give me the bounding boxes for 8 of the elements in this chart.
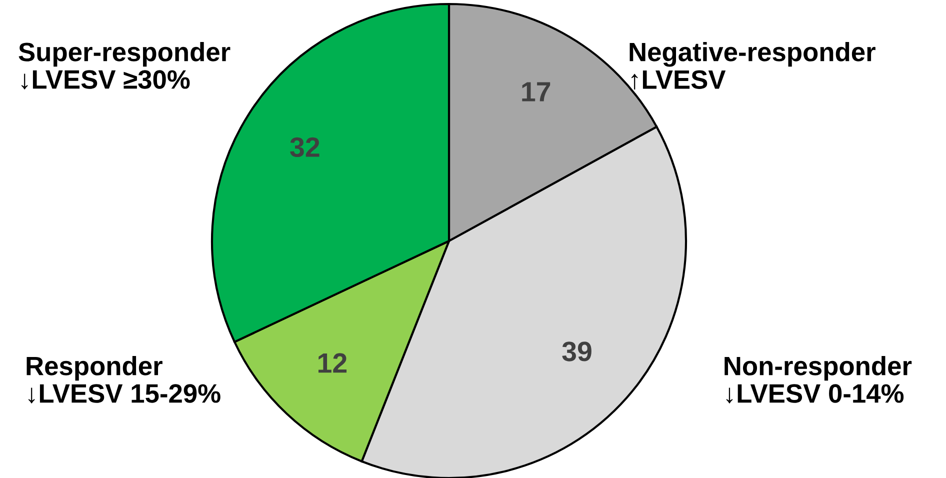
slice-label: Super-responder ↓LVESV ≥30% (18, 42, 230, 90)
slice-label: Responder ↓LVESV 15-29% (26, 356, 220, 404)
data-label: 32 (290, 137, 320, 158)
data-label: 12 (318, 353, 347, 373)
data-label: 39 (562, 342, 592, 362)
data-label: 17 (522, 82, 550, 102)
slice-label: Negative-responder ↑LVESV (630, 42, 876, 90)
slice-label: Non-responder ↓LVESV 0-14% (724, 356, 912, 404)
